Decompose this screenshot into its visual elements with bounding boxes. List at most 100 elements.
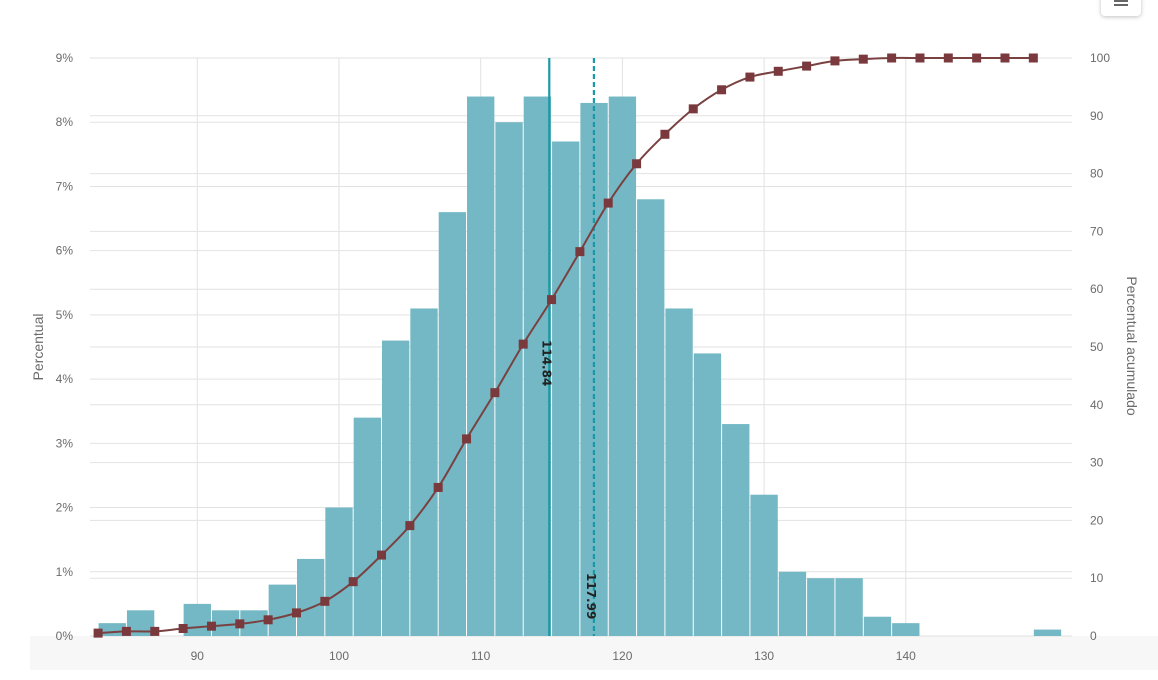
y-tick-label: 7% (56, 179, 74, 193)
y-tick-label: 0% (56, 629, 74, 643)
cumulative-point (717, 85, 727, 95)
cumulative-series (93, 53, 1038, 638)
histogram-bar (608, 96, 637, 637)
cumulative-point (235, 619, 245, 629)
cumulative-point (178, 623, 188, 633)
y2-axis-title: Percentual acumulado (1124, 276, 1140, 416)
histogram-bar (892, 623, 920, 636)
histogram-bar (495, 122, 523, 636)
cumulative-point (433, 482, 443, 492)
y-axis-title: Percentual (30, 314, 46, 381)
histogram-bar (778, 571, 807, 636)
histogram-bar (211, 610, 240, 636)
cumulative-point (150, 626, 160, 636)
y2-tick-label: 90 (1090, 109, 1104, 123)
cumulative-point (518, 339, 528, 349)
x-axis-band (30, 636, 1158, 670)
cumulative-point (887, 53, 897, 63)
cumulative-point (802, 61, 812, 71)
histogram-bar (410, 308, 438, 636)
histogram-bar (467, 96, 495, 637)
histogram-bar (1033, 629, 1062, 636)
hamburger-menu-icon (1114, 0, 1128, 6)
histogram-bar (665, 308, 693, 636)
cumulative-point (348, 577, 358, 587)
histogram-bar (268, 584, 296, 636)
y2-tick-label: 50 (1090, 340, 1104, 354)
histogram-bar (552, 141, 580, 636)
y-tick-label: 9% (56, 51, 74, 65)
x-tick-label: 120 (612, 649, 632, 663)
histogram-bar (325, 507, 353, 636)
axis-ticks: 0% 1% 2% 3% 4% 5% 6% 7% 8% 9% 0 10 20 30 40 50 60 70 80 90 1… (56, 51, 1111, 663)
cumulative-point (943, 53, 953, 63)
y2-tick-label: 40 (1090, 398, 1104, 412)
histogram-bar (807, 578, 835, 636)
histogram-bar (183, 603, 211, 636)
y-tick-label: 6% (56, 244, 74, 258)
reference-line-label: 114.84 (539, 340, 553, 386)
histogram-bar (523, 96, 552, 637)
histogram-bar (863, 616, 892, 636)
cumulative-point (377, 550, 387, 560)
x-tick-label: 130 (754, 649, 774, 663)
reference-lines: 114.84 117.99 (539, 58, 598, 636)
y-tick-label: 5% (56, 308, 74, 322)
y-tick-label: 2% (56, 501, 74, 515)
cumulative-point (263, 615, 273, 625)
cumulative-point (93, 628, 103, 638)
histogram-bar (750, 494, 778, 636)
cumulative-point (603, 198, 613, 208)
histogram-bar (438, 212, 467, 636)
y-tick-label: 4% (56, 372, 74, 386)
chart-menu-button[interactable] (1101, 0, 1141, 16)
cumulative-point (632, 159, 642, 169)
cumulative-line (98, 56, 1034, 635)
cumulative-point (858, 54, 868, 64)
histogram-bar (98, 623, 126, 636)
cumulative-point (1028, 53, 1038, 63)
cumulative-point (745, 72, 755, 82)
x-tick-label: 90 (191, 649, 205, 663)
cumulative-point (972, 53, 982, 63)
histogram-bar (693, 353, 722, 636)
cumulative-point (1000, 53, 1010, 63)
histogram-bar (637, 199, 665, 637)
histogram-bar (353, 417, 382, 636)
y2-tick-label: 10 (1090, 571, 1104, 585)
x-tick-label: 110 (471, 649, 490, 663)
y-tick-label: 8% (56, 115, 74, 129)
cumulative-point (660, 129, 670, 139)
y2-tick-label: 100 (1090, 51, 1110, 65)
histogram-bar (835, 578, 863, 636)
y-tick-label: 3% (56, 436, 74, 450)
histogram-bar (382, 340, 410, 636)
cumulative-point (830, 56, 840, 66)
y2-tick-label: 20 (1090, 513, 1104, 527)
y2-tick-label: 80 (1090, 167, 1104, 181)
cumulative-point (206, 621, 216, 631)
y2-tick-label: 30 (1090, 456, 1104, 470)
cumulative-point (462, 434, 472, 444)
cumulative-point (405, 521, 415, 531)
reference-line-label: 117.99 (584, 573, 598, 619)
histogram-bars (98, 96, 1062, 637)
cumulative-point (121, 626, 131, 636)
x-tick-label: 100 (329, 649, 349, 663)
cumulative-point (547, 295, 557, 305)
x-tick-label: 140 (896, 649, 916, 663)
cumulative-point (291, 608, 301, 618)
cumulative-point (575, 247, 585, 257)
histogram-bar (296, 558, 325, 636)
y2-tick-label: 70 (1090, 224, 1104, 238)
cumulative-point (320, 596, 330, 606)
cumulative-point (490, 388, 500, 398)
cumulative-point (688, 104, 698, 114)
cumulative-point (915, 53, 925, 63)
cumulative-point (773, 66, 783, 76)
y-tick-label: 1% (56, 565, 74, 579)
y2-tick-label: 0 (1090, 629, 1097, 643)
histogram-bar (722, 424, 750, 636)
y2-tick-label: 60 (1090, 282, 1104, 296)
